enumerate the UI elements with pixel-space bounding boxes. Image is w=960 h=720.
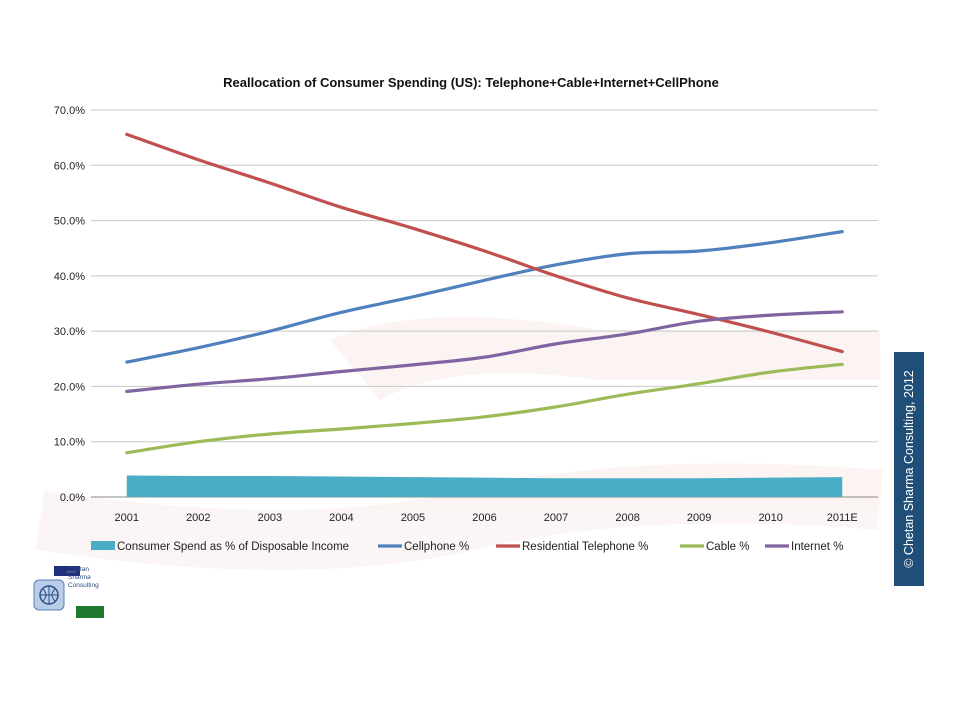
y-tick-label: 10.0% [54, 437, 85, 449]
chart-title: Reallocation of Consumer Spending (US): … [223, 75, 719, 90]
x-tick-label: 2001 [115, 512, 139, 524]
company-logo: Chetan Sharma Consulting [30, 566, 120, 622]
y-tick-label: 50.0% [54, 216, 85, 228]
y-tick-label: 20.0% [54, 381, 85, 393]
legend-label: Cable % [706, 541, 749, 553]
y-tick-label: 60.0% [54, 160, 85, 172]
x-tick-label: 2002 [186, 512, 210, 524]
logo-text: Chetan Sharma Consulting [68, 566, 99, 589]
x-tick-label: 2004 [329, 512, 353, 524]
y-axis: 0.0% 10.0% 20.0% 30.0% 40.0% 50.0% 60.0% 70.0% [54, 105, 85, 504]
x-tick-label: 2009 [687, 512, 711, 524]
series-line-cable [125, 362, 844, 455]
copyright-badge: © Chetan Sharma Consulting, 2012 [894, 352, 924, 586]
legend-swatch [91, 541, 115, 550]
plot-area [125, 132, 844, 497]
x-tick-label: 2005 [401, 512, 425, 524]
copyright-text: © Chetan Sharma Consulting, 2012 [902, 370, 916, 568]
grid [91, 109, 878, 498]
y-tick-label: 40.0% [54, 271, 85, 283]
x-tick-label: 2006 [472, 512, 496, 524]
watermark [35, 317, 883, 570]
logo-graphic [33, 566, 104, 618]
x-axis: 2001 2002 2003 2004 2005 2006 2007 2008 2009 2010… [115, 512, 858, 524]
series-line-internet [125, 310, 844, 394]
y-tick-label: 0.0% [60, 492, 85, 504]
series-line-cellphone [125, 230, 844, 364]
x-tick-label: 2010 [758, 512, 782, 524]
y-tick-label: 30.0% [54, 326, 85, 338]
x-tick-label: 2011E [827, 512, 858, 524]
legend: Consumer Spend as % of Disposable Income… [91, 541, 843, 553]
x-tick-label: 2008 [615, 512, 639, 524]
legend-label: Residential Telephone % [522, 541, 648, 553]
series-area-consumer-spend [126, 475, 843, 497]
y-tick-label: 70.0% [54, 105, 85, 117]
legend-label: Cellphone % [404, 541, 469, 553]
legend-label: Internet % [791, 541, 843, 553]
legend-label: Consumer Spend as % of Disposable Income [117, 541, 349, 553]
x-tick-label: 2003 [258, 512, 282, 524]
x-tick-label: 2007 [544, 512, 568, 524]
